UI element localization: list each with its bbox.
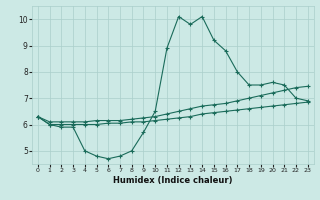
X-axis label: Humidex (Indice chaleur): Humidex (Indice chaleur) [113,176,233,185]
